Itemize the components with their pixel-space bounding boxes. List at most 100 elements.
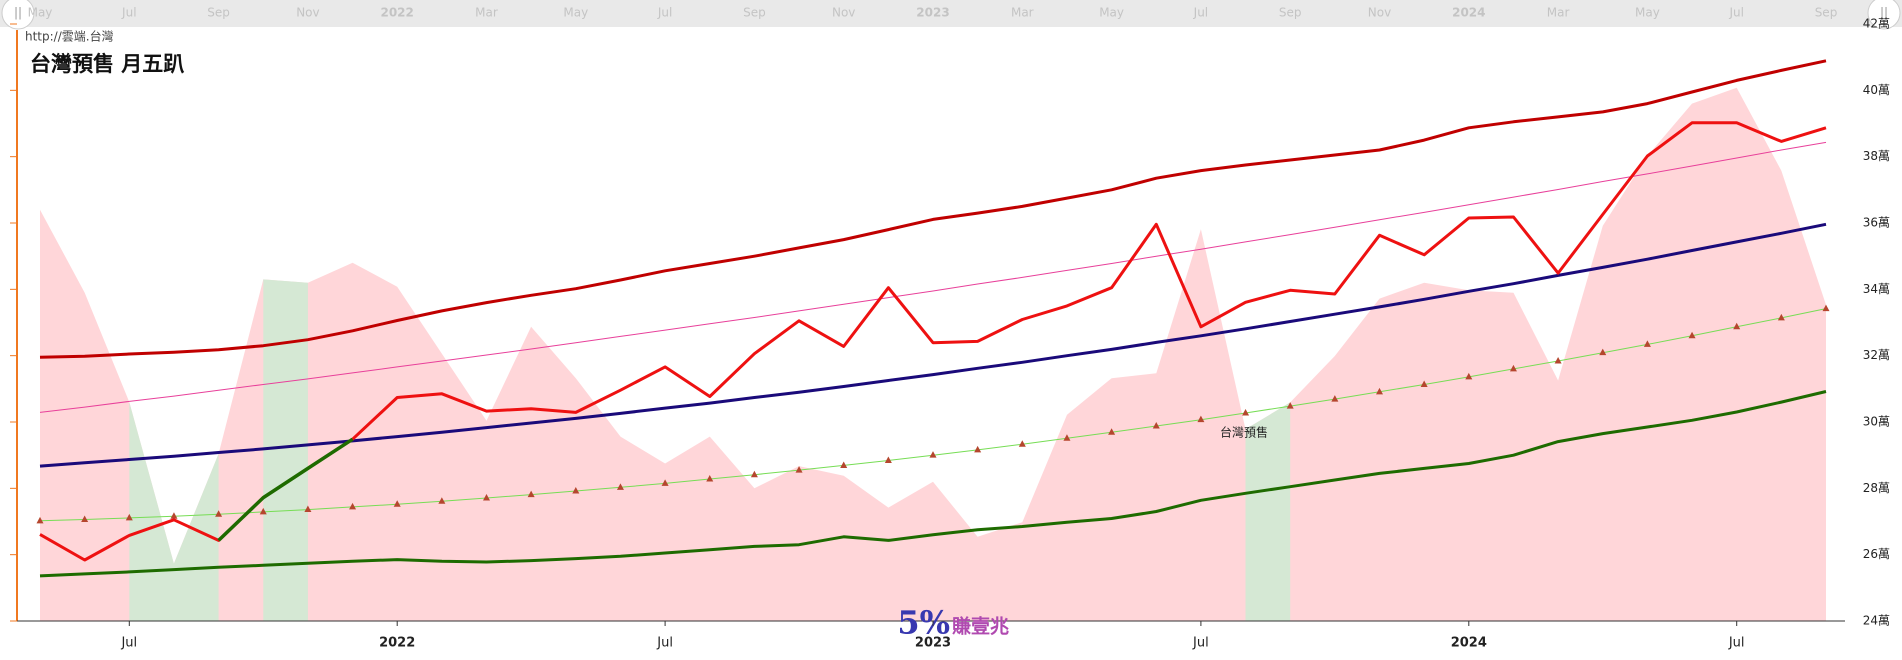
marker [170,512,178,519]
x-tick-label: Jul [656,636,673,651]
marker [795,466,803,473]
y-tick-label: 40萬 [1863,83,1890,97]
marker [1643,340,1651,347]
marker [1420,380,1428,388]
marker [1286,402,1294,409]
marker [706,475,714,482]
x-tick-label: Jul [120,636,137,651]
marker [1822,304,1830,312]
marker [349,502,357,510]
marker [572,486,580,494]
navigator-label: May [563,6,588,20]
x-tick-label: 2024 [1451,636,1487,651]
marker [215,510,223,517]
navigator-bar[interactable] [0,0,1902,27]
marker [1733,322,1741,330]
marker [1599,348,1607,356]
marker [750,470,758,478]
marker [304,505,312,513]
x-tick-label: 2023 [915,636,951,651]
marker [974,445,982,453]
x-tick-label: Jul [1728,636,1745,651]
y-tick-label: 26萬 [1863,547,1890,561]
marker [840,461,848,468]
marker [1108,428,1116,435]
marker [438,497,446,504]
x-tick-label: Jul [1192,636,1209,651]
marker [393,500,401,507]
navigator-label: 2022 [380,6,413,20]
source: http://雲端.台灣 [25,29,114,44]
marker [1063,434,1071,441]
navigator-label: Nov [832,6,855,20]
y-tick-label: 24萬 [1863,614,1890,628]
marker [616,483,624,490]
navigator-label: May [1099,6,1124,20]
marker [125,513,133,521]
line [39,59,1827,359]
marker [884,456,892,463]
line [39,222,1827,468]
marker [36,516,44,524]
y-tick-label: 32萬 [1863,348,1890,362]
marker [929,451,937,458]
navigator-label: 2024 [1452,6,1485,20]
y-tick-label: 30萬 [1863,415,1890,429]
navigator-label: Mar [475,6,498,20]
marker [1018,440,1026,447]
navigator-label: Jul [657,6,672,20]
line [39,141,1827,413]
marker [1152,421,1160,429]
area-highlight [263,279,308,621]
x-tick-label: 2022 [379,636,415,651]
watermark-text: 賺壹兆 [952,615,1009,638]
area-highlight [1245,402,1291,621]
marker [1331,395,1339,402]
navigator-label: Sep [1815,6,1838,20]
navigator-label: Jul [1728,6,1743,20]
navigator-label: Sep [207,6,230,20]
marker [81,515,89,523]
navigator-label: May [1635,6,1660,20]
svg-text:||: || [14,6,22,20]
navigator-label: Sep [743,6,766,20]
navigator-handle-left[interactable]: || [1,0,35,30]
navigator-label: Mar [1547,6,1570,20]
marker [1688,331,1696,339]
y-tick-label: 28萬 [1863,481,1890,495]
area-highlight [129,402,219,621]
watermark-number: 5% [897,604,950,642]
marker [259,507,267,515]
line-segment [217,437,354,542]
y-tick-label: 36萬 [1863,216,1890,230]
marker [1242,409,1250,416]
chart-title: 台灣預售 月五趴 [30,52,184,76]
marker [1509,364,1517,372]
navigator-label: Nov [1368,6,1391,20]
marker [483,493,490,501]
marker [1554,356,1562,364]
marker [1465,372,1473,380]
marker [661,479,669,486]
y-tick-label: 38萬 [1863,149,1890,163]
navigator-label: Nov [296,6,319,20]
svg-text:||: || [1880,6,1888,20]
area [40,87,1826,621]
y-tick-label: 34萬 [1863,282,1890,296]
marker [527,490,535,498]
marker [1197,415,1205,423]
navigator-handle-right[interactable]: || [1867,0,1901,30]
marker [1376,387,1383,395]
line [39,390,1827,578]
navigator-label: May [28,6,53,20]
navigator-label: Sep [1279,6,1302,20]
navigator-label: Mar [1011,6,1034,20]
navigator-label: 2023 [916,6,949,20]
navigator-label: Jul [121,6,136,20]
marker [1777,313,1785,321]
y-tick-label: 42萬 [1863,17,1890,31]
annotation: 台灣預售 [1220,425,1268,440]
navigator-label: Jul [1193,6,1208,20]
